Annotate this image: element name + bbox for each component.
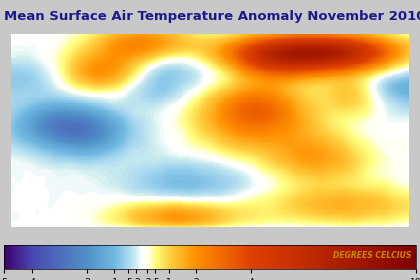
- Text: Mean Surface Air Temperature Anomaly November 2010: Mean Surface Air Temperature Anomaly Nov…: [4, 10, 420, 23]
- Text: DEGREES CELCIUS: DEGREES CELCIUS: [333, 251, 412, 260]
